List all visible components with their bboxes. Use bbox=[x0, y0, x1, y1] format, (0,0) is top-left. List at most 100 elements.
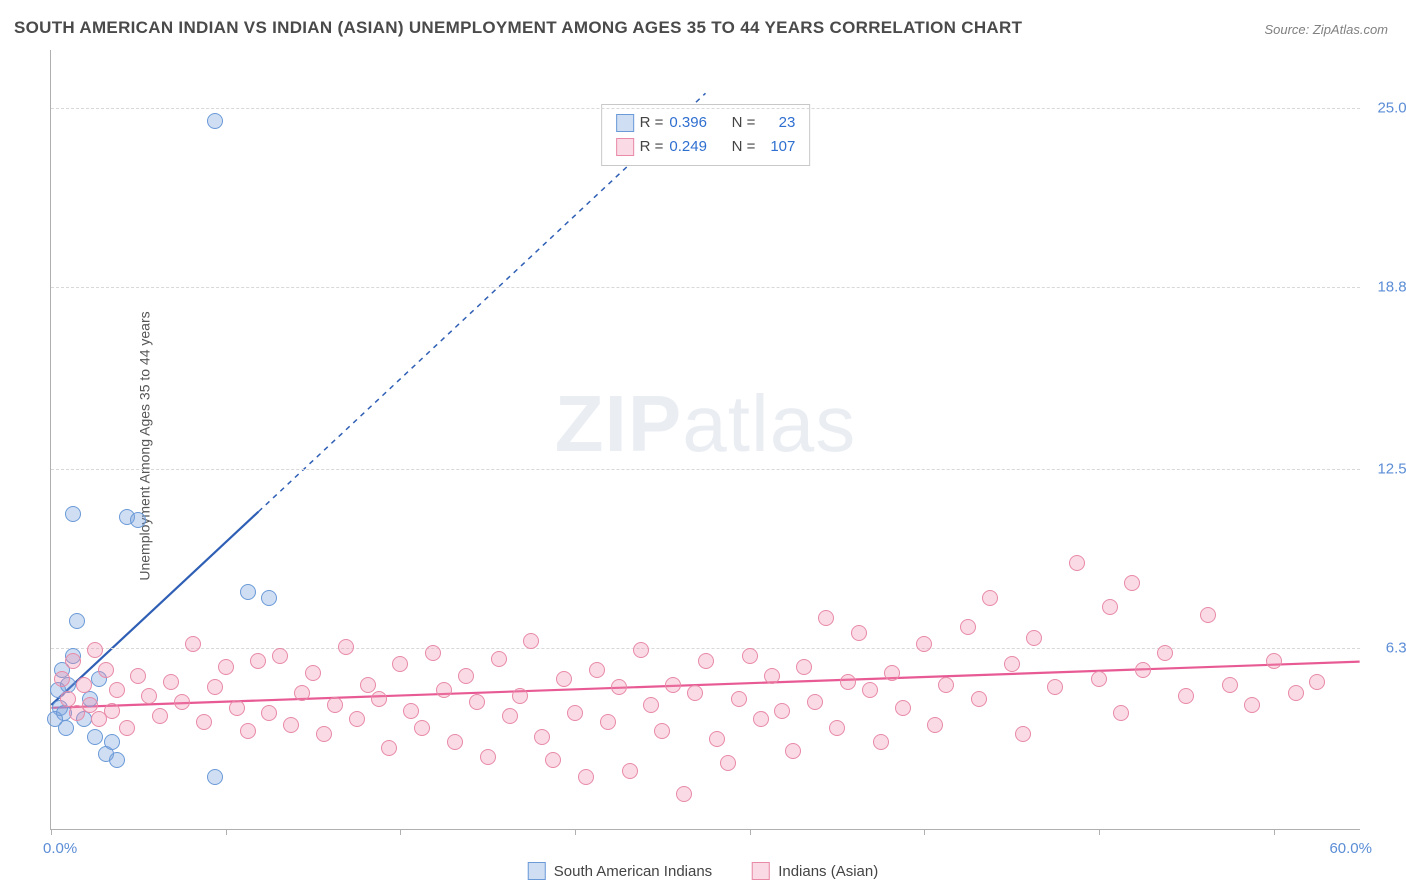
n-label: N = bbox=[727, 111, 755, 135]
series-legend-item: South American Indians bbox=[528, 862, 712, 880]
data-point bbox=[425, 645, 441, 661]
data-point bbox=[1047, 679, 1063, 695]
data-point bbox=[54, 671, 70, 687]
data-point bbox=[491, 651, 507, 667]
data-point bbox=[1222, 677, 1238, 693]
data-point bbox=[174, 694, 190, 710]
data-point bbox=[207, 769, 223, 785]
x-tick bbox=[575, 829, 576, 835]
data-point bbox=[360, 677, 376, 693]
n-value: 23 bbox=[761, 111, 795, 135]
stats-legend-row: R =0.249 N =107 bbox=[616, 135, 796, 159]
data-point bbox=[753, 711, 769, 727]
data-point bbox=[414, 720, 430, 736]
data-point bbox=[927, 717, 943, 733]
data-point bbox=[447, 734, 463, 750]
data-point bbox=[98, 662, 114, 678]
data-point bbox=[480, 749, 496, 765]
data-point bbox=[185, 636, 201, 652]
legend-swatch bbox=[616, 114, 634, 132]
x-tick bbox=[924, 829, 925, 835]
data-point bbox=[229, 700, 245, 716]
y-tick-label: 25.0% bbox=[1377, 99, 1406, 116]
data-point bbox=[960, 619, 976, 635]
data-point bbox=[1288, 685, 1304, 701]
data-point bbox=[119, 720, 135, 736]
data-point bbox=[1015, 726, 1031, 742]
data-point bbox=[687, 685, 703, 701]
data-point bbox=[65, 506, 81, 522]
data-point bbox=[1266, 653, 1282, 669]
data-point bbox=[316, 726, 332, 742]
data-point bbox=[458, 668, 474, 684]
legend-swatch bbox=[616, 138, 634, 156]
data-point bbox=[971, 691, 987, 707]
data-point bbox=[731, 691, 747, 707]
x-tick bbox=[400, 829, 401, 835]
data-point bbox=[523, 633, 539, 649]
r-label: R = bbox=[640, 135, 664, 159]
data-point bbox=[104, 734, 120, 750]
data-point bbox=[1178, 688, 1194, 704]
n-label: N = bbox=[727, 135, 755, 159]
data-point bbox=[294, 685, 310, 701]
data-point bbox=[240, 584, 256, 600]
data-point bbox=[774, 703, 790, 719]
data-point bbox=[764, 668, 780, 684]
stats-legend: R =0.396 N =23R =0.249 N =107 bbox=[601, 104, 811, 166]
data-point bbox=[250, 653, 266, 669]
data-point bbox=[109, 682, 125, 698]
data-point bbox=[829, 720, 845, 736]
data-point bbox=[82, 697, 98, 713]
data-point bbox=[87, 729, 103, 745]
data-point bbox=[327, 697, 343, 713]
data-point bbox=[87, 642, 103, 658]
data-point bbox=[69, 613, 85, 629]
data-point bbox=[76, 677, 92, 693]
data-point bbox=[545, 752, 561, 768]
data-point bbox=[1157, 645, 1173, 661]
plot-area: ZIPatlas R =0.396 N =23R =0.249 N =107 0… bbox=[50, 50, 1360, 830]
data-point bbox=[502, 708, 518, 724]
data-point bbox=[622, 763, 638, 779]
data-point bbox=[589, 662, 605, 678]
data-point bbox=[807, 694, 823, 710]
gridline bbox=[51, 108, 1360, 109]
data-point bbox=[785, 743, 801, 759]
data-point bbox=[283, 717, 299, 733]
data-point bbox=[469, 694, 485, 710]
series-label: South American Indians bbox=[554, 863, 712, 880]
data-point bbox=[1004, 656, 1020, 672]
y-tick-label: 12.5% bbox=[1377, 460, 1406, 477]
data-point bbox=[720, 755, 736, 771]
data-point bbox=[436, 682, 452, 698]
data-point bbox=[60, 691, 76, 707]
data-point bbox=[1113, 705, 1129, 721]
data-point bbox=[104, 703, 120, 719]
stats-legend-row: R =0.396 N =23 bbox=[616, 111, 796, 135]
data-point bbox=[1091, 671, 1107, 687]
data-point bbox=[884, 665, 900, 681]
data-point bbox=[392, 656, 408, 672]
data-point bbox=[130, 512, 146, 528]
data-point bbox=[163, 674, 179, 690]
x-tick bbox=[750, 829, 751, 835]
data-point bbox=[818, 610, 834, 626]
data-point bbox=[534, 729, 550, 745]
data-point bbox=[272, 648, 288, 664]
trend-lines-svg bbox=[51, 50, 1360, 829]
data-point bbox=[261, 590, 277, 606]
data-point bbox=[916, 636, 932, 652]
data-point bbox=[349, 711, 365, 727]
r-value: 0.396 bbox=[669, 111, 721, 135]
source-attribution: Source: ZipAtlas.com bbox=[1264, 22, 1388, 37]
data-point bbox=[796, 659, 812, 675]
x-axis-end-label: 60.0% bbox=[1329, 840, 1372, 857]
data-point bbox=[207, 679, 223, 695]
series-legend-item: Indians (Asian) bbox=[752, 862, 878, 880]
data-point bbox=[654, 723, 670, 739]
r-value: 0.249 bbox=[669, 135, 721, 159]
data-point bbox=[862, 682, 878, 698]
data-point bbox=[381, 740, 397, 756]
data-point bbox=[676, 786, 692, 802]
